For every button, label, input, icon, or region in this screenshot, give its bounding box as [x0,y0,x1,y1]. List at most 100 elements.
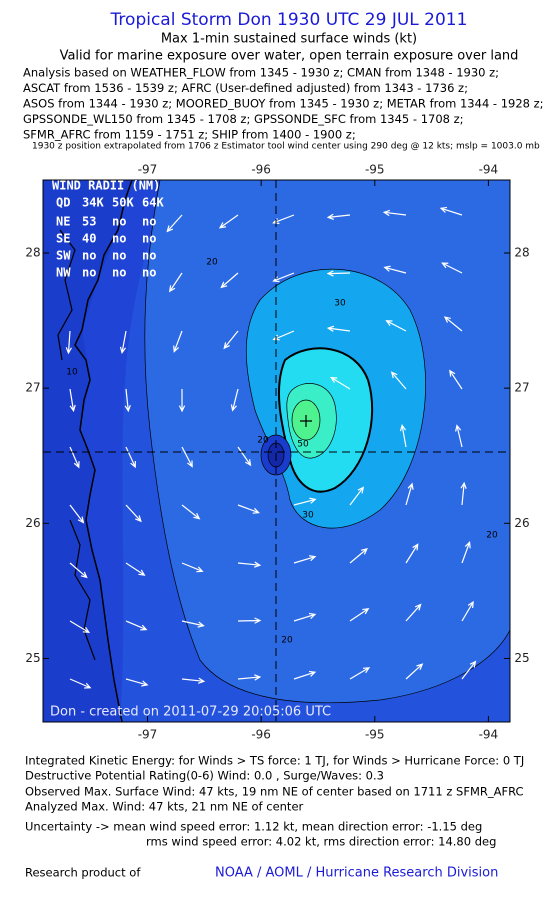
wind-arrow [237,446,252,467]
x-tick-label: -97 [138,163,158,177]
y-tick-label: 27 [514,381,529,395]
info-line: Integrated Kinetic Energy: for Winds > T… [25,754,524,768]
wind-arrow [326,213,351,220]
wind-arrow [439,206,463,216]
wind-arrow [441,262,463,274]
x-tick-label: -95 [365,163,385,177]
wind-arrow [69,504,85,524]
radii-cell: no [142,215,156,229]
x-tick-label: -95 [365,728,385,742]
radii-cell: SW [56,249,71,263]
wind-arrow [455,424,463,448]
contour-label: 20 [257,436,269,446]
radii-cell: no [142,232,156,246]
wind-arrow [326,325,351,332]
radii-cell: no [112,215,126,229]
radii-header: 64K [142,196,164,210]
wind-arrow [461,660,477,680]
radii-cell: no [112,249,126,263]
wind-arrow [390,371,407,390]
radii-cell: 53 [82,215,96,229]
x-tick-label: -96 [251,163,271,177]
wind-arrow [69,678,92,689]
info-line: Uncertainty -> mean wind speed error: 1.… [25,820,482,834]
max-wind-marker [300,415,312,427]
wind-arrow [293,612,317,622]
radii-cell: no [82,249,96,263]
wind-arrow [349,548,368,564]
wind-arrow [181,446,193,468]
x-tick-label: -96 [251,728,271,742]
coastline [57,229,76,361]
radii-cell: 40 [82,232,96,246]
info-line: Analyzed Max. Wind: 47 kts, 21 nm NE of … [25,800,304,814]
radii-cell: no [112,232,126,246]
contour-label: 10 [66,368,78,378]
wind-arrow [69,388,76,413]
x-tick-label: -94 [479,163,499,177]
radii-cell: no [82,266,96,280]
wind-arrow [168,272,183,293]
wind-arrow [460,481,467,506]
wind-arrow [399,423,407,448]
info-line: Observed Max. Surface Wind: 47 kts, 19 n… [25,785,524,799]
wind-arrow [181,677,206,684]
wind-arrow [124,388,131,413]
contour-label: 30 [302,511,314,521]
contour-label: 20 [486,531,498,541]
radii-cell: SE [56,232,70,246]
land [43,180,132,722]
wind-arrow [125,678,149,687]
contour-label: 30 [334,299,346,309]
wind-arrow [178,388,186,413]
wind-arrow [349,667,371,680]
analysis-line: GPSSONDE_WL150 from 1345 - 1708 z; GPSSO… [23,112,464,126]
wind-arrow [69,446,80,469]
wind-arrow [385,320,407,332]
radii-header: 50K [112,196,134,210]
valid-note: Valid for marine exposure over water, op… [60,49,519,64]
organization: NOAA / AOML / Hurricane Research Divisio… [215,866,498,881]
radii-cell: NE [56,215,70,229]
wind-arrow [223,330,239,350]
radii-title: WIND RADII (NM) [52,179,160,193]
coastline [69,519,96,661]
wind-arrow [230,388,239,412]
wind-arrow [461,600,474,622]
wind-arrow [119,330,127,354]
y-tick-label: 26 [514,516,529,530]
wind-arrow [69,620,91,634]
wind-arrow [125,446,136,469]
wind-arrow [405,482,414,506]
analysis-line: ASOS from 1344 - 1930 z; MOORED_BUOY fro… [23,97,544,111]
wind-arrow [293,670,317,680]
wind-arrow [443,316,463,332]
wind-arrow [181,562,204,573]
wind-arrow [326,270,351,277]
wind-arrow [181,620,205,628]
subtitle: Max 1-min sustained surface winds (kt) [161,32,417,47]
wind-arrow [237,504,260,514]
info-line: rms wind speed error: 4.02 kt, rms direc… [146,835,496,849]
y-tick-label: 27 [25,381,40,395]
wind-arrow [330,376,351,390]
y-tick-label: 25 [514,651,529,665]
wind-arrow [65,330,72,355]
info-line: Destructive Potential Rating(0-6) Wind: … [25,769,384,783]
wind-arrow [349,607,370,622]
analysis-line: ASCAT from 1536 - 1539 z; AFRC (User-def… [23,81,468,95]
radii-cell: NW [56,266,71,280]
map-caption: Don - created on 2011-07-29 20:05:06 UTC [50,705,331,720]
y-tick-label: 25 [25,651,40,665]
y-tick-label: 28 [25,245,40,259]
radii-header: 34K [82,196,104,210]
wind-arrow [220,272,239,289]
wind-arrow [449,369,463,390]
coastline [74,180,133,722]
y-tick-label: 26 [25,516,40,530]
wind-arrow [293,555,317,564]
map: 20 30 20 50 30 20 20 10 [43,180,510,722]
wind-arrow [237,617,262,624]
wind-arrow [237,674,262,681]
contour-label: 50 [297,440,309,450]
